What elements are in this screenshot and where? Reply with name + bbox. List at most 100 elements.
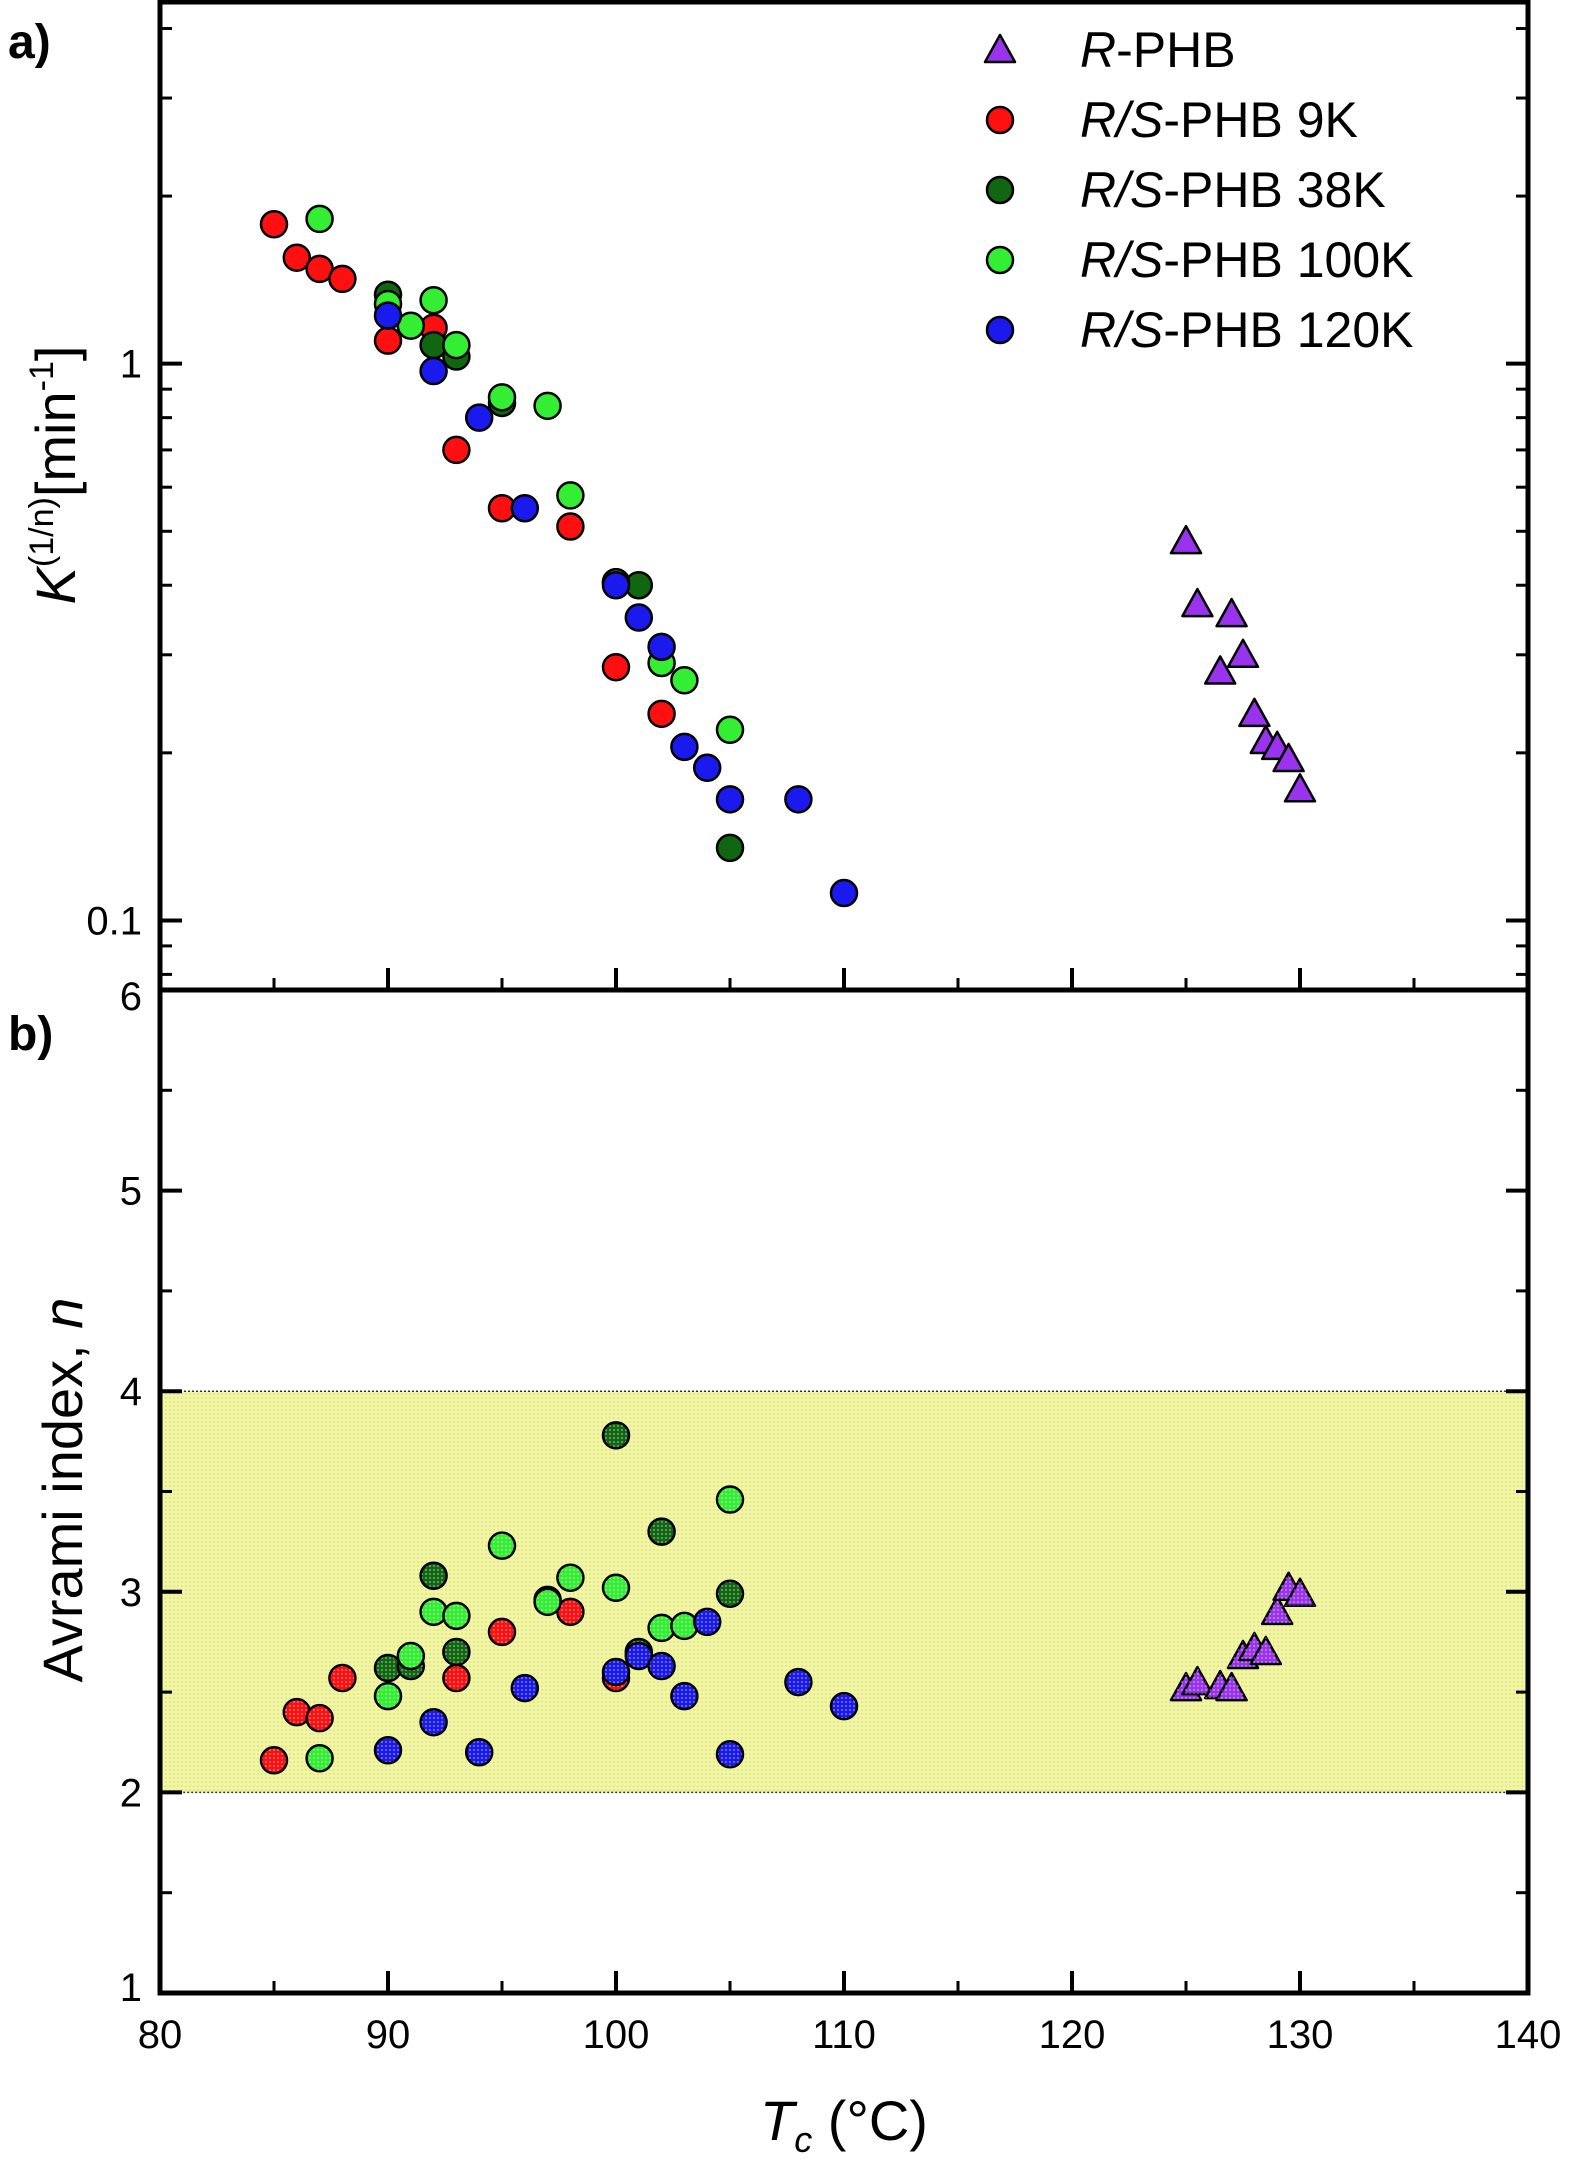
- b-point-r-s-phb-120k-texture: [626, 1643, 651, 1668]
- legend-marker: [985, 315, 1015, 345]
- a-point-r-s-phb-9k: [647, 699, 676, 729]
- y-tick-label-b: 4: [120, 1370, 142, 1414]
- a-point-r-s-phb-120k: [510, 493, 540, 523]
- legend-label-rest: -PHB 9K: [1163, 92, 1358, 148]
- panel-a-frame: [157, 0, 1531, 993]
- a-point-r-s-phb-100k: [670, 666, 699, 695]
- panel-label-a: a): [8, 16, 51, 69]
- a-point-r-s-phb-120k: [692, 753, 722, 783]
- ylabel-a-k: K: [24, 564, 87, 604]
- b-point-r-s-phb-38k-texture: [718, 1581, 742, 1606]
- b-point-r-s-phb-120k-texture: [649, 1654, 674, 1679]
- a-point-r-s-phb-9k: [373, 326, 403, 355]
- b-point-r-s-phb-100k-texture: [604, 1575, 628, 1600]
- ylabel-a-unit-sup: -1: [23, 361, 61, 391]
- a-point-r-s-phb-9k: [556, 512, 585, 541]
- a-point-r-s-phb-9k: [259, 210, 289, 239]
- a-point-r-s-phb-120k: [784, 785, 813, 814]
- a-point-r-s-phb-100k: [556, 481, 585, 510]
- b-point-r-phb-texture: [1182, 1667, 1213, 1695]
- a-point-r-phb: [1226, 638, 1260, 669]
- a-point-r-s-phb-120k: [715, 785, 745, 814]
- ylabel-a-close: ]: [24, 346, 87, 362]
- b-point-r-s-phb-9k-texture: [307, 1706, 332, 1731]
- y-axis-title-b: Avrami index, n: [31, 1298, 94, 1683]
- xlabel-sub: c: [794, 2119, 812, 2160]
- a-point-r-s-phb-100k: [487, 383, 517, 412]
- a-point-r-s-phb-9k: [282, 243, 312, 272]
- xlabel-t: T: [760, 2089, 798, 2152]
- a-point-r-s-phb-100k: [419, 285, 448, 315]
- legend-marker: [985, 105, 1015, 135]
- y-tick-label-b: 5: [120, 1170, 142, 1214]
- b-point-r-s-phb-9k-texture: [262, 1748, 286, 1773]
- x-tick-label: 110: [812, 2013, 876, 2057]
- axes: [157, 0, 1531, 1996]
- y-tick-label-a: 1: [120, 343, 142, 387]
- highlight-band: [159, 1390, 1529, 1794]
- legend-label: R-PHB: [1080, 22, 1236, 78]
- b-point-r-s-phb-120k-texture: [421, 1710, 446, 1735]
- a-point-r-s-phb-120k: [624, 603, 654, 632]
- a-point-r-phb: [1181, 587, 1214, 618]
- a-point-r-s-phb-120k: [419, 356, 448, 386]
- b-point-r-s-phb-120k-texture: [376, 1738, 400, 1763]
- b-point-r-s-phb-120k-texture: [695, 1609, 720, 1634]
- x-tick-label: 140: [1495, 2013, 1562, 2057]
- b-point-r-s-phb-100k-texture: [649, 1615, 674, 1640]
- a-point-r-s-phb-120k: [829, 878, 859, 908]
- b-point-r-s-phb-100k-texture: [672, 1613, 697, 1638]
- y-tick-label-b: 2: [120, 1771, 142, 1815]
- data-marks: [259, 204, 1317, 1775]
- legend-label-italic: R/S: [1080, 162, 1163, 218]
- b-point-r-s-phb-100k-texture: [535, 1589, 560, 1614]
- ylabel-b-text: Avrami index,: [31, 1329, 94, 1683]
- legend-label-italic: R/S: [1080, 92, 1163, 148]
- legend-label-italic: R: [1080, 22, 1116, 78]
- legend-label: R/S-PHB 100K: [1080, 232, 1413, 288]
- a-point-r-s-phb-120k: [464, 403, 494, 432]
- panel-label-b: b): [8, 1008, 53, 1061]
- b-point-r-s-phb-120k-texture: [604, 1660, 628, 1685]
- ylabel-a-rest: [min: [24, 391, 87, 497]
- b-point-r-s-phb-9k-texture: [558, 1599, 583, 1624]
- a-point-r-s-phb-100k: [305, 204, 334, 234]
- a-point-r-s-phb-120k: [373, 301, 403, 330]
- a-point-r-s-phb-9k: [328, 264, 357, 294]
- x-tick-label: 90: [366, 2013, 411, 2057]
- b-point-r-phb-texture: [1262, 1596, 1293, 1624]
- b-point-r-s-phb-100k-texture: [307, 1746, 332, 1771]
- y-tick-label-b: 3: [120, 1571, 142, 1615]
- b-point-r-s-phb-100k-texture: [421, 1599, 446, 1624]
- b-point-r-s-phb-9k-texture: [284, 1700, 309, 1725]
- a-point-r-phb: [1238, 697, 1271, 728]
- a-point-r-s-phb-120k: [601, 570, 631, 600]
- legend-marker: [985, 175, 1015, 205]
- a-point-r-s-phb-120k: [670, 732, 699, 762]
- b-point-r-s-phb-120k-texture: [718, 1742, 742, 1767]
- y-tick-label-b: 6: [120, 975, 142, 1019]
- b-point-r-s-phb-38k-texture: [376, 1656, 400, 1681]
- x-tick-label: 130: [1267, 2013, 1334, 2057]
- x-tick-label: 80: [138, 2013, 183, 2057]
- legend-label-rest: -PHB: [1116, 22, 1235, 78]
- b-point-r-s-phb-100k-texture: [444, 1603, 469, 1628]
- b-point-r-s-phb-120k-texture: [786, 1670, 811, 1695]
- a-point-r-phb: [1203, 655, 1237, 685]
- legend-label-rest: -PHB 38K: [1163, 162, 1385, 218]
- b-point-r-s-phb-120k-texture: [467, 1740, 492, 1765]
- x-tick-label: 120: [1039, 2013, 1106, 2057]
- b-point-r-s-phb-38k-texture: [444, 1639, 469, 1664]
- y-tick-label-a: 0.1: [86, 899, 142, 943]
- a-point-r-s-phb-9k: [601, 652, 631, 682]
- a-point-r-s-phb-38k: [715, 833, 745, 863]
- b-point-r-s-phb-9k-texture: [490, 1619, 514, 1644]
- a-point-r-phb: [1272, 742, 1305, 773]
- legend-label: R/S-PHB 120K: [1080, 302, 1413, 358]
- legend-label-italic: R/S: [1080, 302, 1163, 358]
- y-axis-title-a: K(1/n)[min-1]: [23, 346, 87, 605]
- x-tick-label: 100: [583, 2013, 650, 2057]
- b-point-r-s-phb-38k-texture: [604, 1423, 628, 1448]
- legend-label-italic: R/S: [1080, 232, 1163, 288]
